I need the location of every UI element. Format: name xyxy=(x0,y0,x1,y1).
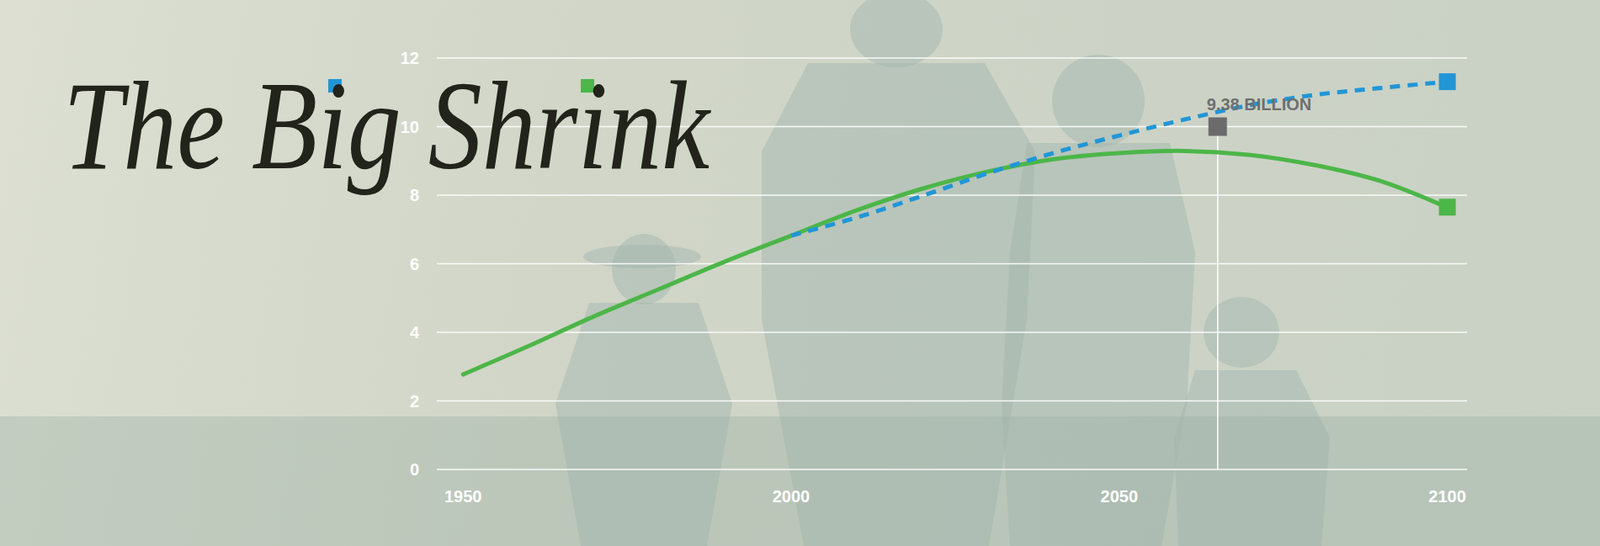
annotation-line xyxy=(1217,127,1219,471)
background-figure xyxy=(761,63,1036,546)
x-tick-label: 2100 xyxy=(1428,487,1467,506)
grid-line xyxy=(436,331,1468,333)
annotation-text: 9.38 BILLION xyxy=(1206,95,1312,114)
background-photo xyxy=(0,0,1600,546)
background-figure xyxy=(1001,143,1196,546)
grid-line xyxy=(436,468,1468,470)
annotation-marker xyxy=(1208,117,1228,137)
chart-svg: 02468101219502000205021009.38 BILLIONThe… xyxy=(0,0,1600,546)
chart-title: The Big Shrink xyxy=(63,55,712,196)
background-figure xyxy=(850,0,943,68)
series-end-marker xyxy=(1439,198,1457,216)
background-figure xyxy=(1174,370,1330,546)
grid-line xyxy=(436,263,1468,265)
x-tick-label: 1950 xyxy=(444,487,483,506)
chart-container: 02468101219502000205021009.38 BILLIONThe… xyxy=(0,0,1600,546)
grid-line xyxy=(436,400,1468,402)
y-tick-label: 2 xyxy=(409,392,420,411)
y-tick-label: 0 xyxy=(409,460,420,479)
series-line xyxy=(791,81,1448,236)
x-tick-label: 2000 xyxy=(772,487,811,506)
annotation-marks xyxy=(1217,127,1218,471)
y-tick-label: 6 xyxy=(409,255,420,274)
background-figure xyxy=(555,302,733,546)
y-tick-label: 4 xyxy=(409,323,420,342)
series-end-marker xyxy=(1439,73,1457,91)
x-tick-label: 2050 xyxy=(1100,487,1139,506)
